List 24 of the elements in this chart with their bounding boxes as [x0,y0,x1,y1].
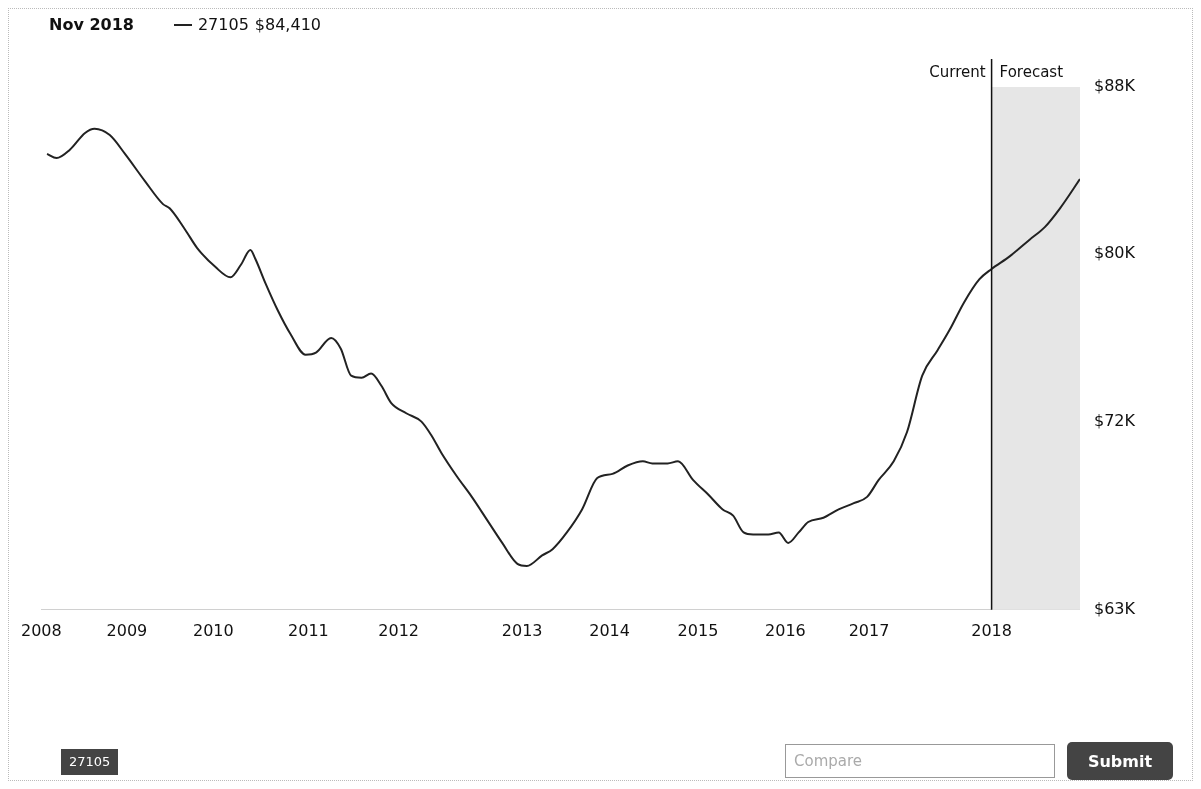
chart-title: Nov 2018 [49,15,134,34]
x-tick-label: 2009 [106,620,148,640]
x-tick-label: 2015 [677,620,719,640]
y-tick-label: $63K [1093,598,1136,618]
y-tick-label: $80K [1093,243,1136,263]
y-tick-label: $88K [1093,76,1136,96]
ref-line-label: Current [929,63,986,82]
compare-field: Compare [785,744,1055,778]
line-series [46,127,1080,567]
legend-label: 27105 [197,15,249,34]
x-tick-label: 2008 [21,620,62,640]
y-tick-label: $72K [1093,410,1136,430]
x-tick-label: 2014 [589,620,630,640]
x-tick-label: 2017 [848,620,890,640]
x-tick-label: 2012 [378,620,420,640]
x-tick-label: 2011 [288,620,329,640]
x-tick-label: 2013 [501,620,543,640]
submit-button: Submit [1067,742,1173,780]
band-label: Forecast [999,63,1064,82]
x-tick-label: 2010 [192,620,234,640]
x-tick-label: 2016 [765,620,806,640]
zip-chip: 27105 [61,749,119,775]
x-tick-label: 2018 [971,620,1012,640]
text: $84,410 [254,15,321,34]
